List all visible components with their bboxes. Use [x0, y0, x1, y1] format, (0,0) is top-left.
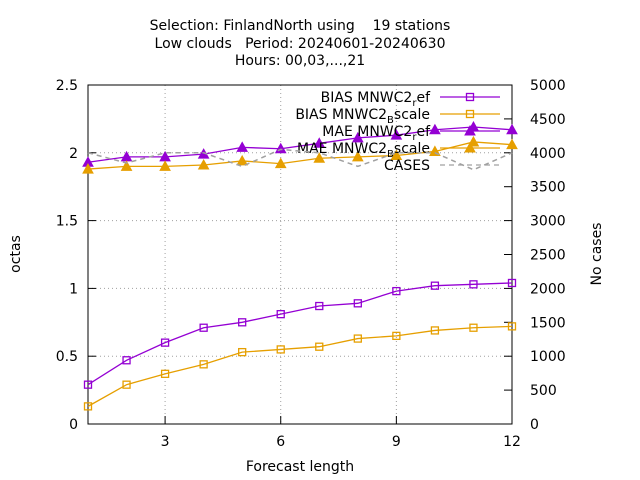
data-point: [429, 123, 441, 135]
data-point: [238, 318, 247, 327]
data-point: [313, 152, 326, 163]
y2-tick-label: 3500: [530, 180, 566, 196]
x-axis-label: Forecast length: [246, 459, 354, 475]
data-point: [353, 299, 362, 308]
data-point: [469, 280, 478, 289]
data-point: [276, 345, 285, 354]
data-point: [351, 131, 364, 143]
data-point: [82, 163, 94, 174]
data-point: [390, 149, 403, 161]
y2-tick-label: 1500: [530, 315, 566, 331]
x-tick-label: 9: [392, 434, 401, 450]
legend-label: MAE MNWC2ref: [322, 124, 431, 143]
y2-tick-label: 5000: [530, 78, 566, 94]
data-point: [238, 347, 247, 357]
data-point: [236, 154, 249, 166]
y-tick-label: 1.5: [56, 214, 78, 230]
data-point: [313, 137, 326, 148]
data-point: [83, 402, 93, 411]
data-point: [506, 123, 518, 135]
y2-tick-label: 2000: [530, 281, 566, 297]
data-point: [122, 356, 131, 365]
data-point: [390, 129, 403, 140]
data-point: [160, 338, 170, 347]
y2-axis-label: No cases: [589, 223, 605, 286]
y-tick-label: 2.5: [56, 78, 78, 94]
legend-label: BIAS MNWC2Bscale: [295, 107, 430, 126]
series-line: [87, 141, 513, 170]
data-point: [351, 150, 364, 162]
data-point: [315, 301, 324, 311]
data-point: [120, 160, 133, 171]
data-point: [315, 342, 324, 351]
y-tick-label: 2: [69, 146, 78, 162]
data-point: [159, 160, 171, 171]
data-point: [199, 360, 208, 369]
x-tick-label: 6: [276, 434, 285, 450]
y-tick-label: 0: [69, 417, 78, 433]
data-point: [236, 141, 249, 152]
legend-marker: [464, 124, 476, 136]
y2-tick-label: 3000: [530, 214, 566, 230]
data-point: [83, 380, 93, 389]
legend-label: CASES: [384, 158, 430, 174]
legend-marker: [465, 92, 475, 102]
chart-title: Low clouds Period: 20240601-20240630: [155, 36, 446, 52]
series-line: [87, 325, 513, 407]
legend-label: BIAS MNWC2ref: [321, 90, 431, 109]
plot-border: [87, 84, 513, 425]
data-point: [392, 286, 401, 296]
y-tick-label: 1: [69, 281, 78, 297]
data-point: [122, 380, 131, 389]
series-line: [87, 282, 513, 386]
data-point: [430, 281, 440, 290]
chart-title: Hours: 00,03,...,21: [235, 53, 365, 69]
series-line: [87, 126, 513, 163]
data-point: [469, 323, 478, 332]
data-point: [276, 310, 285, 319]
data-point: [274, 157, 287, 169]
y2-tick-label: 1000: [530, 349, 566, 365]
data-point: [430, 326, 440, 335]
data-point: [199, 323, 208, 332]
series-line: [87, 148, 513, 171]
data-point: [392, 331, 401, 341]
y2-tick-label: 4000: [530, 146, 566, 162]
y-axis-label: octas: [8, 235, 24, 273]
data-point: [353, 334, 362, 343]
y2-tick-label: 500: [530, 383, 557, 399]
x-tick-label: 12: [503, 434, 521, 450]
data-point: [197, 158, 210, 170]
x-tick-label: 3: [161, 434, 170, 450]
data-point: [507, 278, 517, 288]
y-tick-label: 0.5: [56, 349, 78, 365]
data-point: [507, 322, 517, 331]
data-point: [506, 138, 518, 150]
y2-tick-label: 0: [530, 417, 539, 433]
y2-tick-label: 4500: [530, 112, 566, 128]
data-point: [160, 369, 170, 378]
chart-title: Selection: FinlandNorth using 19 station…: [150, 18, 451, 34]
legend-marker: [465, 109, 475, 119]
legend-marker: [464, 141, 476, 153]
y2-tick-label: 2500: [530, 248, 566, 264]
